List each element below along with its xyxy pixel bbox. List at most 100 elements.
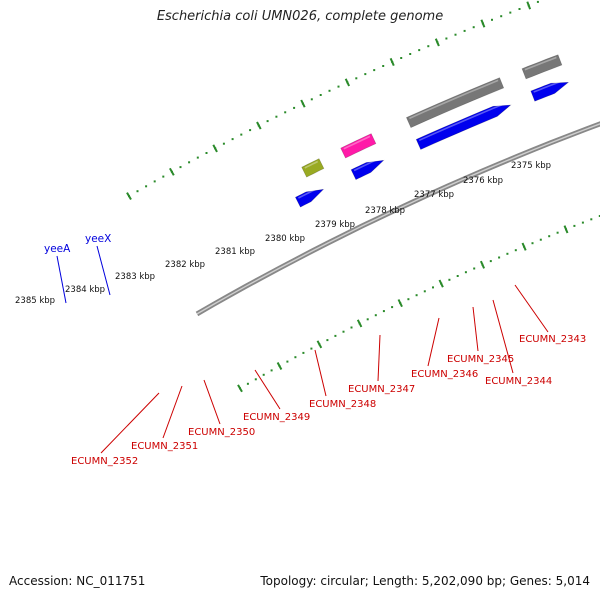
scale-label: 2376 kbp: [463, 176, 503, 186]
scale-dot: [136, 190, 139, 193]
scale-dot: [293, 106, 296, 109]
scale-dot: [162, 175, 165, 178]
scale-dot: [350, 326, 353, 329]
gene-label[interactable]: ECUMN_2351: [131, 441, 198, 452]
scale-label: 2383 kbp: [115, 272, 155, 282]
gene-label[interactable]: ECUMN_2349: [243, 412, 310, 423]
scale-dot: [286, 360, 289, 363]
scale-dot: [196, 156, 199, 159]
gene-leader-line: [203, 379, 221, 425]
scale-dot: [188, 161, 191, 164]
gene-label[interactable]: ECUMN_2350: [188, 427, 255, 438]
scale-dot: [310, 98, 313, 101]
gene-label[interactable]: ECUMN_2345: [447, 354, 514, 365]
gene-label[interactable]: ECUMN_2347: [348, 384, 415, 395]
gene-leader-line: [314, 349, 327, 397]
cds-gray-yeeX[interactable]: [521, 54, 563, 80]
cds-blue-4-shade: [298, 186, 321, 199]
outer-scale-ring: [126, 0, 539, 201]
scale-dot: [246, 382, 249, 385]
scale-dot: [409, 53, 412, 55]
cds-blue-2[interactable]: [530, 81, 570, 102]
scale-tick: [316, 340, 323, 349]
scale-dot: [518, 8, 521, 10]
scale-tick: [256, 121, 262, 130]
scale-dot: [407, 298, 410, 301]
scale-tick: [276, 362, 283, 370]
genome-summary: Topology: circular; Length: 5,202,090 bp…: [260, 574, 590, 588]
gene-label[interactable]: ECUMN_2352: [71, 456, 138, 467]
scale-label: 2377 kbp: [414, 190, 454, 200]
scale-dot: [445, 37, 448, 40]
scale-tick: [237, 384, 243, 393]
scale-dot: [473, 267, 476, 270]
scale-tick: [169, 167, 175, 176]
scale-dot: [418, 49, 421, 52]
scale-label: 2379 kbp: [315, 220, 355, 230]
cds-blue-1[interactable]: [415, 104, 512, 150]
scale-dot: [556, 231, 559, 234]
scale-dot: [415, 294, 418, 297]
cds-magenta[interactable]: [340, 133, 377, 159]
cds-gray-yeeX-shade: [524, 56, 557, 71]
scale-dot: [179, 166, 182, 169]
scale-dot: [448, 278, 451, 281]
inner-scale-ring: [237, 215, 600, 393]
scale-label: 2384 kbp: [65, 285, 105, 295]
scale-dot: [334, 334, 337, 337]
cds-blue-4[interactable]: [294, 188, 325, 208]
scale-dot: [536, 0, 539, 3]
gene-leader-line: [254, 369, 281, 410]
scale-label: 2385 kbp: [15, 296, 55, 306]
scale-tick: [300, 99, 306, 108]
scale-tick: [526, 1, 532, 10]
scale-tick: [521, 242, 527, 251]
cds-gray-yeeA-shade: [409, 79, 499, 120]
scale-dot: [463, 29, 466, 32]
scale-tick: [480, 19, 486, 28]
scale-dot: [456, 275, 459, 277]
feature-tracks: [294, 54, 570, 208]
gene-label[interactable]: yeeX: [85, 233, 111, 245]
scale-dot: [531, 242, 534, 245]
scale-dot: [472, 26, 475, 29]
scale-dot: [366, 318, 369, 321]
scale-dot: [491, 18, 493, 21]
cds-blue-3[interactable]: [350, 159, 385, 180]
scale-dot: [432, 286, 434, 289]
scale-tick: [563, 225, 569, 234]
scale-dot: [489, 260, 492, 263]
scale-dot: [400, 57, 403, 59]
gene-leader-line: [492, 299, 514, 374]
gene-label[interactable]: yeeA: [44, 243, 71, 255]
scale-dot: [270, 369, 273, 372]
scale-ring: [126, 0, 600, 393]
gene-label[interactable]: ECUMN_2344: [485, 376, 552, 387]
scale-dot: [326, 339, 329, 342]
gene-label[interactable]: ECUMN_2343: [519, 334, 586, 345]
cds-olive[interactable]: [301, 158, 325, 178]
genome-backbone: [195, 121, 600, 317]
scale-dot: [373, 69, 376, 72]
scale-dot: [514, 249, 517, 252]
scale-tick: [389, 57, 395, 67]
scale-dot: [254, 378, 257, 381]
scale-dot: [284, 111, 287, 114]
scale-label: 2381 kbp: [215, 247, 255, 257]
gene-label[interactable]: ECUMN_2346: [411, 369, 478, 380]
cds-gray-yeeA[interactable]: [406, 77, 505, 128]
scale-dot: [249, 129, 252, 132]
scale-tick: [212, 144, 218, 153]
map-title: Escherichia coli UMN026, complete genome: [156, 9, 444, 24]
scale-dot: [231, 138, 234, 141]
scale-tick: [344, 78, 351, 87]
backbone-outer: [195, 121, 600, 317]
scale-label: 2382 kbp: [165, 260, 205, 270]
scale-dot: [382, 65, 385, 67]
feature-labels: 2375 kbp 2376 kbp 2377 kbp 2378 kbp 2379 kbp…: [15, 161, 586, 467]
gene-label[interactable]: ECUMN_2348: [309, 399, 376, 410]
scale-dot: [266, 120, 269, 123]
gene-leader-line: [96, 245, 111, 296]
scale-dot: [222, 142, 225, 145]
